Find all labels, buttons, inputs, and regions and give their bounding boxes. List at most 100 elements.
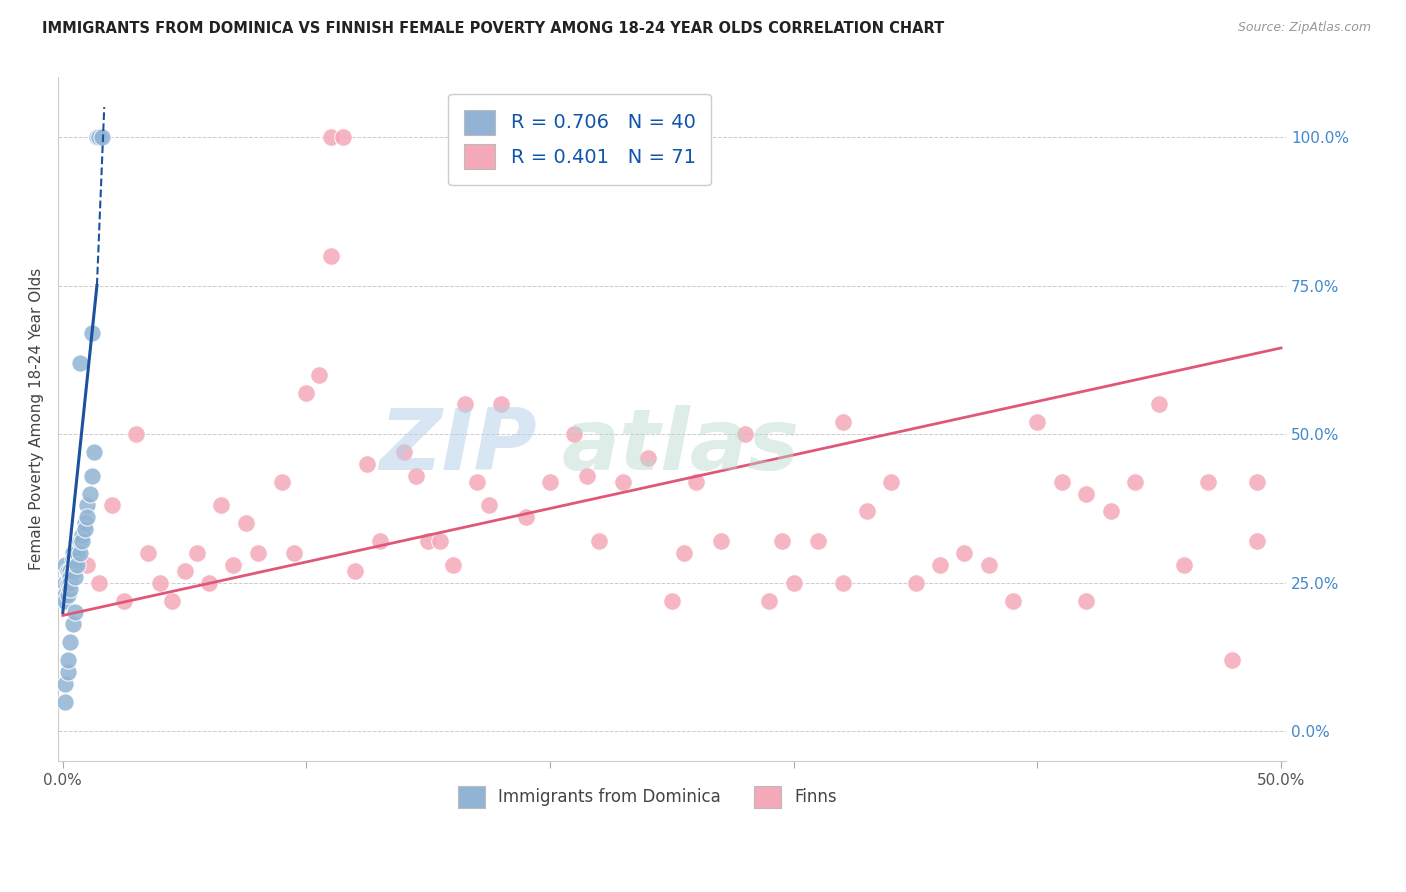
Point — [89, 129, 111, 144]
Point — [1173, 558, 1195, 572]
Point — [53, 695, 76, 709]
Point — [392, 445, 415, 459]
Point — [1220, 653, 1243, 667]
Point — [564, 427, 586, 442]
Point — [173, 564, 195, 578]
Point — [59, 570, 82, 584]
Point — [454, 397, 477, 411]
Point — [1099, 504, 1122, 518]
Point — [465, 475, 488, 489]
Point — [79, 486, 101, 500]
Y-axis label: Female Poverty Among 18-24 Year Olds: Female Poverty Among 18-24 Year Olds — [30, 268, 44, 570]
Point — [53, 575, 76, 590]
Point — [86, 129, 108, 144]
Point — [332, 129, 354, 144]
Point — [1197, 475, 1219, 489]
Point — [246, 546, 269, 560]
Point — [283, 546, 305, 560]
Point — [344, 564, 367, 578]
Point — [72, 528, 94, 542]
Point — [63, 558, 86, 572]
Point — [125, 427, 148, 442]
Point — [1076, 593, 1098, 607]
Point — [783, 575, 806, 590]
Point — [149, 575, 172, 590]
Point — [53, 588, 76, 602]
Point — [59, 582, 82, 596]
Point — [80, 326, 103, 340]
Point — [319, 249, 342, 263]
Point — [308, 368, 330, 382]
Point — [198, 575, 221, 590]
Point — [904, 575, 927, 590]
Point — [63, 552, 86, 566]
Point — [271, 475, 294, 489]
Point — [73, 522, 96, 536]
Point — [770, 534, 793, 549]
Point — [209, 499, 232, 513]
Point — [73, 516, 96, 531]
Point — [368, 534, 391, 549]
Point — [59, 564, 82, 578]
Point — [100, 499, 122, 513]
Point — [588, 534, 610, 549]
Point — [136, 546, 159, 560]
Point — [80, 468, 103, 483]
Point — [76, 558, 98, 572]
Point — [807, 534, 830, 549]
Point — [66, 558, 89, 572]
Point — [76, 499, 98, 513]
Point — [1026, 415, 1049, 429]
Point — [356, 457, 378, 471]
Point — [515, 510, 537, 524]
Point — [405, 468, 427, 483]
Point — [734, 427, 756, 442]
Text: IMMIGRANTS FROM DOMINICA VS FINNISH FEMALE POVERTY AMONG 18-24 YEAR OLDS CORRELA: IMMIGRANTS FROM DOMINICA VS FINNISH FEMA… — [42, 21, 945, 36]
Point — [89, 575, 111, 590]
Point — [59, 575, 82, 590]
Point — [83, 445, 105, 459]
Point — [1050, 475, 1073, 489]
Point — [56, 665, 79, 679]
Point — [62, 546, 84, 560]
Text: Source: ZipAtlas.com: Source: ZipAtlas.com — [1237, 21, 1371, 34]
Point — [661, 593, 683, 607]
Point — [856, 504, 879, 518]
Point — [612, 475, 634, 489]
Point — [295, 385, 318, 400]
Point — [62, 552, 84, 566]
Point — [112, 593, 135, 607]
Point — [880, 475, 903, 489]
Point — [418, 534, 440, 549]
Point — [56, 588, 79, 602]
Point — [56, 575, 79, 590]
Point — [186, 546, 208, 560]
Point — [491, 397, 513, 411]
Point — [429, 534, 451, 549]
Point — [90, 129, 112, 144]
Point — [66, 546, 89, 560]
Point — [222, 558, 245, 572]
Point — [673, 546, 696, 560]
Point — [235, 516, 257, 531]
Point — [1002, 593, 1025, 607]
Point — [1246, 534, 1268, 549]
Point — [478, 499, 501, 513]
Point — [977, 558, 1000, 572]
Point — [63, 570, 86, 584]
Point — [831, 575, 853, 590]
Point — [1246, 475, 1268, 489]
Point — [53, 677, 76, 691]
Point — [1076, 486, 1098, 500]
Point — [69, 534, 91, 549]
Point — [685, 475, 707, 489]
Point — [72, 534, 94, 549]
Point — [53, 558, 76, 572]
Point — [1149, 397, 1171, 411]
Text: ZIP: ZIP — [380, 405, 537, 488]
Point — [59, 635, 82, 649]
Point — [758, 593, 780, 607]
Point — [53, 593, 76, 607]
Point — [69, 546, 91, 560]
Point — [319, 129, 342, 144]
